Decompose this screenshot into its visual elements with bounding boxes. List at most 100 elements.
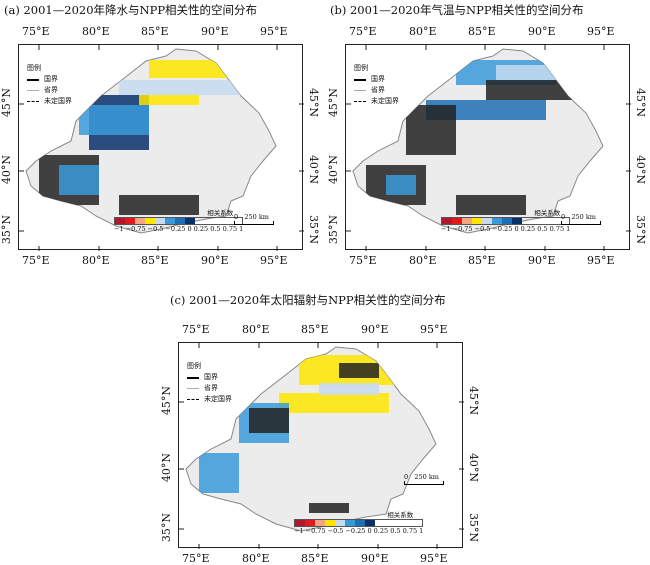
colorbar: 相关系数 −1 −0.75 −0.5 −0.25 0 0.25 0.5 0.75… [294,509,424,535]
lon-label: 80°E [409,254,437,267]
colorbar-swatch [315,520,325,526]
lon-label: 85°E [301,552,329,565]
lon-label: 80°E [82,254,110,267]
legend-title: 图例 [187,362,201,370]
correlation-patch [456,195,526,215]
lon-label: 75°E [22,254,50,267]
lon-label: 80°E [242,552,270,565]
legend-provincial-border: 省界 [44,86,58,94]
scale-bar: 0 250 km [234,213,274,225]
correlation-patch [59,165,99,195]
lon-label: 80°E [82,25,110,38]
colorbar-swatch [185,218,195,224]
lat-label: 45°N [467,385,481,416]
lat-label: 35°N [327,214,341,245]
correlation-patch [406,105,456,155]
map-panel: 图例 国界 省界 未定国界 相关系数 −1 −0.75 −0.5 −0.25 0… [18,44,304,251]
correlation-patch [309,503,349,513]
lat-label: 45°N [0,87,14,118]
panel-title: (a) 2001—2020年降水与NPP相关性的空间分布 [4,3,258,17]
colorbar-title: 相关系数 [207,209,234,217]
colorbar-swatch [155,218,165,224]
lon-label: 75°E [349,254,377,267]
legend-national-border: 国界 [371,75,385,83]
legend-provincial-border: 省界 [371,86,385,94]
xinjiang-map [19,45,304,251]
colorbar-swatch [452,218,462,224]
lat-label: 40°N [160,452,174,483]
colorbar-swatch [165,218,175,224]
colorbar-swatch [442,218,452,224]
correlation-patch [339,363,379,378]
lat-label: 35°N [0,214,14,245]
legend-title: 图例 [27,64,41,72]
correlation-patch [199,453,239,493]
legend: 图例 国界 省界 未定国界 [27,63,72,107]
scale-label: 250 km [414,473,439,481]
lon-label: 90°E [201,254,229,267]
correlation-patch [119,195,199,215]
lon-label: 90°E [361,552,389,565]
legend-national-border: 国界 [204,373,218,381]
colorbar-swatch [145,218,155,224]
lat-label: 40°N [307,154,321,185]
colorbar-swatch [335,520,345,526]
legend-undefined-border: 未定国界 [371,97,399,105]
legend-undefined-border: 未定国界 [44,97,72,105]
legend: 图例 国界 省界 未定国界 [354,63,399,107]
scale-zero: 0 [561,213,566,221]
lon-label: 90°E [361,323,389,336]
lon-label: 95°E [420,552,448,565]
lon-label: 95°E [587,25,615,38]
lat-label: 45°N [634,87,648,118]
legend-provincial-border: 省界 [204,384,218,392]
colorbar-swatch [325,520,335,526]
map-panel: 图例 国界 省界 未定国界 相关系数 −1 −0.75 −0.5 −0.25 0… [178,342,464,549]
lat-label: 40°N [467,452,481,483]
scale-bar: 0 250 km [404,473,444,485]
colorbar-swatch [115,218,125,224]
lon-label: 75°E [22,25,50,38]
lat-label: 40°N [327,154,341,185]
correlation-patch [486,80,586,100]
colorbar: 相关系数 −1 −0.75 −0.5 −0.25 0 0.25 0.5 0.75… [441,207,571,233]
lat-label: 45°N [160,385,174,416]
correlation-patch [319,383,379,395]
correlation-patch [119,80,249,95]
colorbar-swatch [135,218,145,224]
lat-label: 35°N [467,512,481,543]
panel-title: (c) 2001—2020年太阳辐射与NPP相关性的空间分布 [170,293,446,307]
lon-label: 95°E [260,254,288,267]
lon-label: 95°E [420,323,448,336]
colorbar-swatch [512,218,522,224]
lon-label: 90°E [528,25,556,38]
colorbar-ticks: −1 −0.75 −0.5 −0.25 0 0.25 0.5 0.75 1 [294,527,424,535]
lat-label: 40°N [0,154,14,185]
colorbar-swatch [365,520,375,526]
lon-label: 85°E [468,25,496,38]
colorbar-swatch [482,218,492,224]
colorbar-swatch [125,218,135,224]
lon-label: 95°E [587,254,615,267]
legend-national-border: 国界 [44,75,58,83]
colorbar-swatch [502,218,512,224]
lon-label: 80°E [409,25,437,38]
scale-bar: 0 250 km [561,213,601,225]
lon-label: 75°E [182,323,210,336]
lat-label: 45°N [327,87,341,118]
lon-label: 90°E [528,254,556,267]
colorbar-swatch [462,218,472,224]
scale-zero: 0 [234,213,239,221]
lon-label: 85°E [301,323,329,336]
lon-label: 75°E [182,552,210,565]
lat-label: 35°N [160,512,174,543]
correlation-patch [149,60,239,78]
lon-label: 85°E [141,254,169,267]
correlation-patch [279,393,389,413]
colorbar-swatch [355,520,365,526]
scale-label: 250 km [571,213,596,221]
lat-label: 35°N [307,214,321,245]
colorbar-ticks: −1 −0.75 −0.5 −0.25 0 0.25 0.5 0.75 1 [114,225,244,233]
legend-undefined-border: 未定国界 [204,395,232,403]
colorbar-ticks: −1 −0.75 −0.5 −0.25 0 0.25 0.5 0.75 1 [441,225,571,233]
